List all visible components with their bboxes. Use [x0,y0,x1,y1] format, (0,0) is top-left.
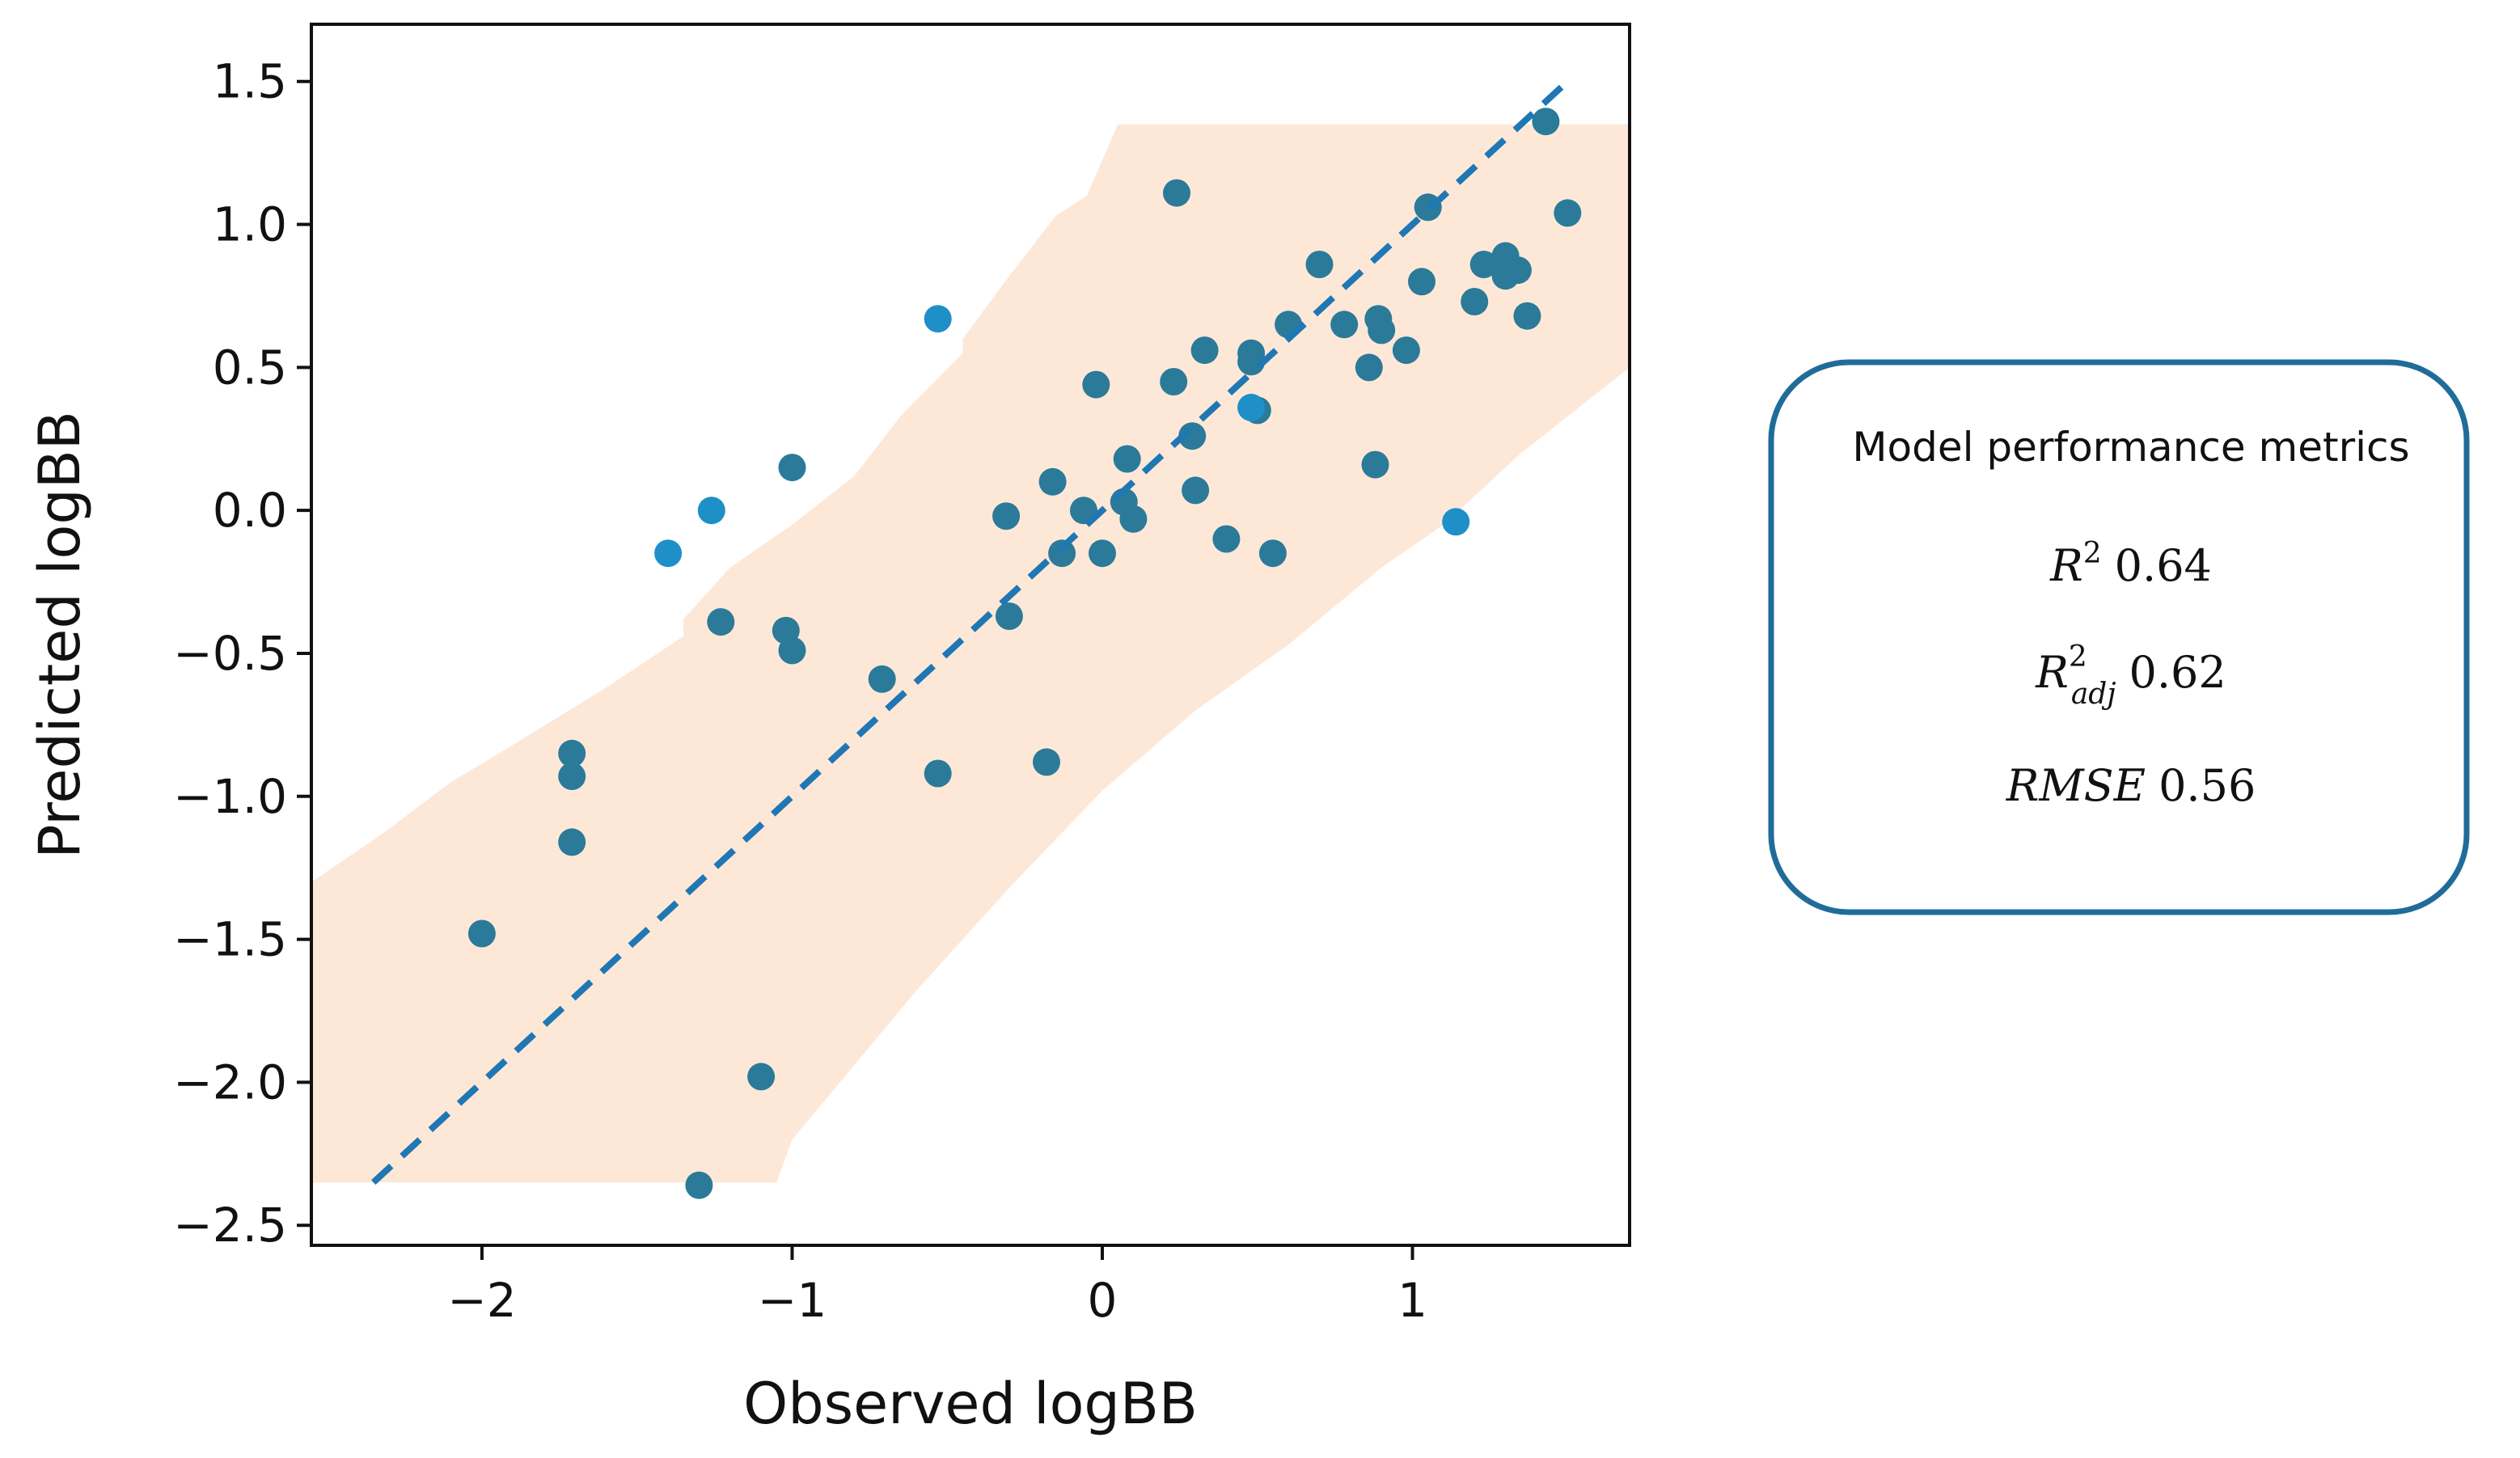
r2-value: 0.64 [2115,540,2212,591]
data-point [1212,525,1241,553]
data-point [995,602,1023,630]
data-point [1554,199,1582,227]
x-tick-label: −2 [447,1273,517,1328]
data-point [1182,476,1210,505]
x-tick-label: 0 [1088,1273,1118,1328]
data-point [778,454,806,482]
rmse-symbol: RMSE [2006,760,2146,811]
data-point [1163,179,1190,207]
data-point [1082,370,1110,399]
plot-frame [310,23,1631,1247]
data-point [685,1171,713,1199]
data-point [1392,336,1420,365]
r2-symbol: R [2049,540,2083,591]
y-axis-ticks: 1.5 1.0 0.5 0.0 −0.5 −1.0 −1.5 −2.0 −2.5 [173,54,311,1253]
data-point [558,763,586,790]
data-point [697,497,725,525]
data-point [558,739,586,767]
data-point [1033,748,1060,776]
y-tick-label: −0.5 [173,626,287,681]
data-point [1258,539,1287,568]
rmse-value: 0.56 [2158,760,2256,811]
r2adj-value: 0.62 [2129,647,2226,698]
data-point [924,759,952,788]
data-point [1119,505,1148,533]
x-tick-label: 1 [1397,1273,1427,1328]
data-point [1503,256,1532,285]
data-point [1190,336,1219,365]
r2adj-symbol: R [2035,647,2069,698]
y-tick-label: 0.0 [213,483,287,538]
data-point [1361,450,1389,479]
prediction-band [311,124,1630,1183]
y-axis-label: Predicted logBB [27,411,93,859]
identity-fit-line [370,78,1571,1185]
y-tick-label: 0.5 [213,340,287,395]
metrics-box: Model performance metrics R2 0.64 R2 adj 0.… [1768,359,2470,915]
data-point [868,665,896,693]
x-tick-label: −1 [758,1273,827,1328]
data-point [778,636,806,665]
data-point [1532,108,1560,136]
metric-rmse: RMSE 0.56 [2006,760,2256,811]
data-point [1160,368,1188,395]
data-point [654,539,683,568]
data-point [558,828,586,856]
data-point [1305,251,1334,278]
data-point [1048,539,1076,568]
data-point [1178,422,1207,450]
data-point [1330,311,1359,339]
r2adj-superscript: 2 [2069,640,2087,674]
data-point [1408,268,1435,296]
r2-superscript: 2 [2083,537,2102,570]
y-tick-label: −2.0 [173,1054,287,1109]
x-axis-label: Observed logBB [743,1371,1198,1437]
data-point [1368,316,1396,344]
metric-r2-adj: R2 adj 0.62 [2035,640,2226,711]
r2adj-subscript: adj [2071,678,2116,711]
y-tick-label: −2.5 [173,1198,287,1253]
data-points [467,108,1582,1199]
y-tick-label: −1.0 [173,769,287,824]
data-point [1469,251,1498,278]
y-tick-label: 1.0 [213,197,287,252]
data-point [1461,288,1489,315]
data-point [747,1063,776,1091]
data-point [1038,467,1067,496]
metrics-title: Model performance metrics [1852,424,2409,471]
data-point [992,502,1021,530]
data-point [1442,508,1470,536]
data-point [707,608,735,636]
y-tick-label: 1.5 [213,54,287,109]
metric-r2: R2 0.64 [2049,537,2212,591]
data-point [1089,539,1116,568]
data-point [467,919,496,948]
data-point [924,305,952,333]
plot-area [311,78,1630,1199]
data-point [1355,353,1383,382]
data-point [1113,445,1141,473]
data-point [1513,302,1541,330]
x-axis-ticks: −2 −1 0 1 [447,1245,1427,1328]
data-point [1237,393,1266,421]
y-tick-label: −1.5 [173,912,287,967]
data-point [1237,348,1266,376]
metrics-box-border [1768,359,2470,915]
